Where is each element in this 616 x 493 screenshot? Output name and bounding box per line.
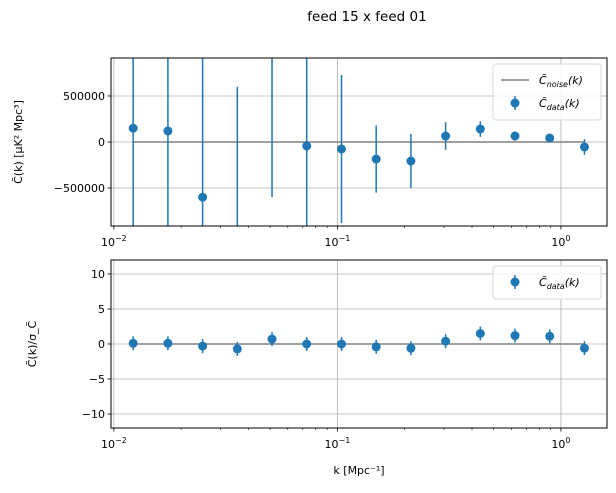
- data-point: [475, 124, 485, 134]
- legend-label: C̃data(k): [539, 97, 580, 112]
- x-tick-label: 10−2: [101, 436, 127, 451]
- x-tick-label: 100: [551, 436, 570, 451]
- x-tick-exponent: 0: [565, 234, 570, 243]
- legend-marker-swatch: [510, 277, 520, 287]
- data-point: [198, 192, 208, 202]
- y-tick-label: −10: [82, 408, 105, 421]
- legend-subscript: data: [547, 103, 565, 112]
- legend-frame: [492, 265, 602, 300]
- x-tick-label: 10−1: [325, 234, 351, 249]
- y-axis-label: C̃(k)/σ_C̃: [26, 320, 39, 367]
- x-tick-label: 10−1: [325, 436, 351, 451]
- legend-subscript: data: [547, 282, 565, 291]
- data-point: [163, 126, 173, 136]
- legend-suffix: (k): [568, 74, 583, 87]
- data-point: [441, 131, 451, 141]
- legend-label: C̃data(k): [539, 276, 580, 291]
- data-point: [163, 338, 173, 348]
- x-tick-label: 100: [551, 234, 570, 249]
- data-point: [302, 141, 312, 151]
- x-tick-base: 10: [101, 438, 115, 451]
- data-point: [545, 331, 555, 341]
- x-tick-exponent: −1: [339, 234, 351, 243]
- x-tick-exponent: −2: [115, 436, 127, 445]
- x-tick-base: 10: [325, 236, 339, 249]
- legend: C̃noise(k)C̃data(k): [492, 63, 602, 121]
- x-tick-label: 10−2: [101, 234, 127, 249]
- data-point: [371, 154, 381, 164]
- legend-frame: [492, 63, 602, 121]
- y-tick-label: −500000: [54, 182, 105, 195]
- y-tick-label: 10: [91, 268, 105, 281]
- y-tick-label: −5: [89, 373, 105, 386]
- data-point: [406, 343, 416, 353]
- legend-marker-swatch: [510, 98, 520, 108]
- x-tick-base: 10: [325, 438, 339, 451]
- y-tick-label: 0: [98, 338, 105, 351]
- legend-suffix: (k): [565, 276, 580, 289]
- x-axis-label: k [Mpc⁻¹]: [333, 464, 384, 477]
- data-point: [128, 338, 138, 348]
- data-point: [268, 9, 277, 18]
- x-tick-base: 10: [101, 236, 115, 249]
- data-point: [371, 342, 381, 352]
- data-point: [267, 334, 277, 344]
- x-tick-exponent: −1: [339, 436, 351, 445]
- data-point: [441, 336, 451, 346]
- data-point: [232, 344, 242, 354]
- data-point: [579, 343, 589, 353]
- data-point: [545, 133, 555, 143]
- x-tick-base: 10: [551, 236, 565, 249]
- data-point: [336, 339, 346, 349]
- legend-symbol: C̃: [539, 276, 547, 289]
- data-point: [475, 329, 485, 338]
- x-tick-exponent: 0: [565, 436, 570, 445]
- data-point: [302, 339, 312, 349]
- x-tick-base: 10: [551, 438, 565, 451]
- y-tick-label: 500000: [63, 90, 105, 103]
- legend-symbol: C̃: [539, 74, 547, 87]
- data-point: [510, 131, 520, 141]
- figure-title: feed 15 x feed 01: [307, 9, 426, 25]
- legend-label: C̃noise(k): [539, 74, 583, 89]
- legend-suffix: (k): [565, 97, 580, 110]
- data-point: [510, 331, 520, 341]
- data-point: [406, 156, 416, 166]
- data-point: [336, 144, 346, 154]
- legend: C̃data(k): [492, 265, 602, 300]
- data-point: [198, 341, 208, 351]
- data-layer: [128, 9, 589, 226]
- data-point: [579, 142, 589, 152]
- data-point: [128, 123, 138, 133]
- legend-subscript: noise: [547, 80, 568, 89]
- y-tick-label: 0: [98, 136, 105, 149]
- data-layer: [128, 326, 589, 356]
- legend-symbol: C̃: [539, 97, 547, 110]
- y-axis-label: C̃(k) [μK² Mpc³]: [12, 100, 25, 184]
- x-tick-exponent: −2: [115, 234, 127, 243]
- y-tick-label: 5: [98, 303, 105, 316]
